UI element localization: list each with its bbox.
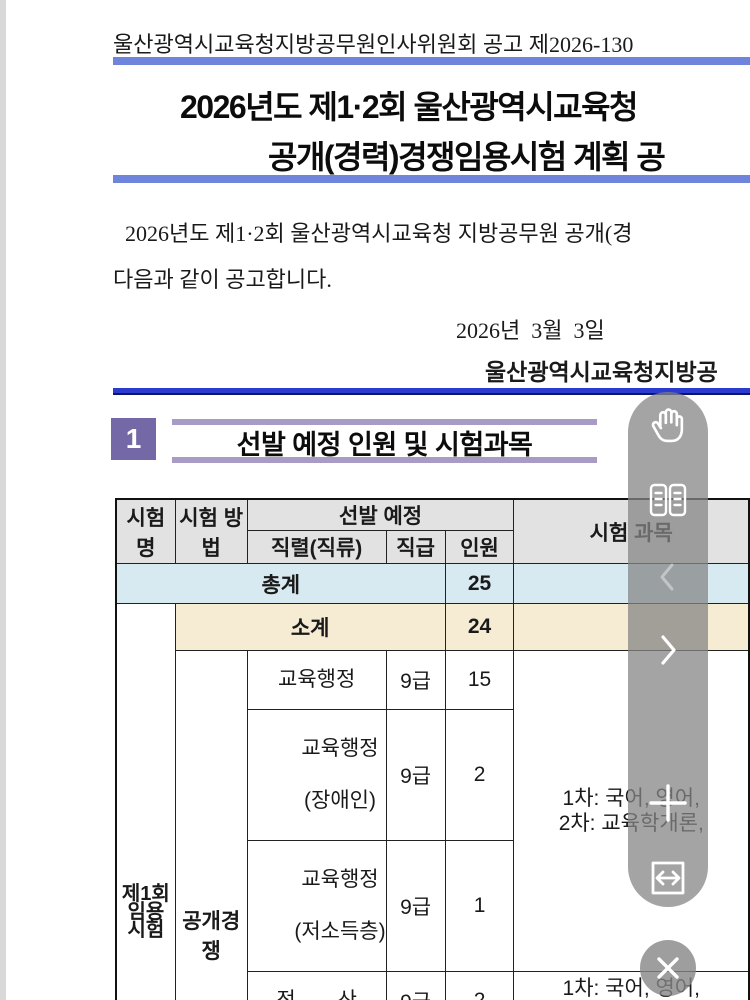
grade-cell: 9급 — [385, 650, 446, 710]
subtotal-label: 소계 — [174, 603, 446, 651]
table-row: 교육행정 (장애인) 9급 2 — [116, 709, 749, 841]
section-number-box: 1 — [111, 418, 156, 460]
accent-bar-bottom — [113, 175, 750, 183]
announcement-title-line2: 공개(경력)경쟁임용시험 계획 공 — [268, 139, 666, 175]
exam-round-line1: 제1회 — [121, 882, 170, 905]
announcement-title-line1: 2026년도 제1·2회 울산광역시교육청 — [180, 89, 639, 125]
two-page-view-icon — [649, 483, 687, 517]
series-cell: 교육행정 (저소득층) — [246, 840, 387, 972]
zoom-in-button[interactable] — [628, 783, 708, 823]
grade-cell: 9급 — [385, 840, 446, 972]
exam-round-cell: 제1회 임용 시험 — [115, 603, 176, 1000]
series-cell: 교육행정 (장애인) — [246, 709, 387, 841]
header-count: 인원 — [444, 530, 515, 564]
series-name: 교육행정 — [301, 737, 379, 760]
section-title-top-rule — [172, 419, 597, 425]
two-page-view-button[interactable] — [628, 479, 708, 521]
subjects-cell: 1차: 국어, 영어, 2차: 컴퓨터일반, — [513, 971, 750, 1000]
pan-tool-button[interactable] — [628, 403, 708, 447]
count-cell: 2 — [444, 709, 515, 841]
notice-number: 울산광역시교육청지방공무원인사위원회 공고 제2026-130 — [113, 32, 634, 57]
total-count: 25 — [444, 563, 515, 604]
fit-width-button[interactable] — [628, 857, 708, 899]
series-cell: 전 산 — [246, 971, 387, 1000]
table-row: 전 산 9급 2 1차: 국어, 영어, 2차: 컴퓨터일반, — [116, 971, 750, 1000]
grade-cell: 9급 — [385, 971, 446, 1000]
selection-table: 시험명 시험 방법 선발 예정 시험 과목 직렬(직류) 직급 인원 총계 25… — [115, 498, 750, 1000]
header-selection-planned: 선발 예정 — [246, 498, 515, 531]
announcement-date: 2026년 3월 3일 — [456, 318, 605, 343]
table-row: 공개경쟁 교육행정 9급 15 1차: 국어, 영어, 2차: 교육학개론, — [116, 650, 750, 1000]
header-series: 직렬(직류) — [246, 530, 387, 564]
table-row: 교육행정 (저소득층) 9급 1 — [116, 840, 749, 972]
count-cell: 15 — [444, 650, 515, 710]
fit-width-icon — [651, 861, 685, 895]
prev-page-button[interactable] — [628, 560, 708, 594]
series-note: (저소득층) — [294, 920, 386, 943]
body-line1: 2026년도 제1·2회 울산광역시교육청 지방공무원 공개(경 — [125, 221, 633, 246]
exam-round-line3: 시험 — [127, 918, 165, 941]
exam-round-line2: 임용 — [127, 900, 165, 923]
signature: 울산광역시교육청지방공 — [485, 360, 718, 385]
count-cell: 1 — [444, 840, 515, 972]
viewer-toolbar — [628, 392, 708, 907]
page-edge-strip — [0, 0, 6, 1000]
total-label: 총계 — [115, 563, 446, 604]
section-title-bottom-rule — [172, 457, 597, 463]
series-name: 교육행정 — [301, 868, 379, 891]
series-note: (장애인) — [304, 789, 376, 812]
header-method: 시험 방법 — [174, 498, 248, 564]
count-cell: 2 — [444, 971, 515, 1000]
close-toolbar-button[interactable] — [640, 940, 696, 996]
next-page-button[interactable] — [628, 631, 708, 669]
section-title: 선발 예정 인원 및 시험과목 — [236, 430, 533, 460]
chevron-left-icon — [660, 563, 674, 591]
grade-cell: 9급 — [385, 709, 446, 841]
subtotal-count: 24 — [444, 603, 515, 651]
chevron-right-icon — [661, 635, 676, 665]
table-header-row-2: 직렬(직류) 직급 인원 — [116, 530, 749, 564]
header-exam-name: 시험명 — [115, 498, 176, 564]
method-cell: 공개경쟁 — [174, 650, 248, 1000]
pan-hand-icon — [651, 408, 684, 443]
header-grade: 직급 — [385, 530, 446, 564]
accent-bar-top — [113, 57, 750, 65]
section-number: 1 — [125, 423, 142, 454]
section-divider-line — [113, 388, 750, 395]
plus-icon — [649, 784, 687, 822]
close-icon — [657, 957, 679, 979]
body-line2: 다음과 같이 공고합니다. — [113, 267, 332, 292]
series-cell: 교육행정 — [246, 650, 387, 710]
